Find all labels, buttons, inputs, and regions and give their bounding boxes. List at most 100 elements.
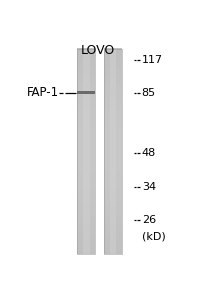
Bar <box>104 141 122 144</box>
Bar <box>104 74 122 77</box>
Bar <box>104 89 122 92</box>
Bar <box>104 182 122 185</box>
Bar <box>77 107 95 110</box>
Bar <box>77 154 95 157</box>
Bar <box>77 202 95 206</box>
Bar <box>77 102 95 105</box>
Bar <box>77 244 95 247</box>
Bar <box>77 205 95 208</box>
Bar <box>77 246 95 249</box>
Bar <box>77 66 95 69</box>
Bar <box>77 138 95 141</box>
Bar <box>77 156 95 159</box>
Bar <box>104 92 122 95</box>
Bar <box>77 105 95 108</box>
Bar <box>104 190 122 193</box>
Bar <box>77 184 95 188</box>
Text: 85: 85 <box>142 88 156 98</box>
Bar <box>77 94 95 98</box>
Bar <box>104 71 122 74</box>
Bar <box>77 123 95 126</box>
Bar <box>77 61 95 64</box>
Bar <box>77 161 95 164</box>
Bar <box>77 177 95 180</box>
Bar <box>104 105 122 108</box>
Bar <box>104 133 122 136</box>
Bar <box>104 112 122 116</box>
Bar <box>104 205 122 208</box>
Bar <box>77 125 95 128</box>
Bar <box>104 251 122 254</box>
Bar <box>77 97 95 100</box>
Bar <box>77 118 95 121</box>
Bar <box>77 238 95 242</box>
Bar <box>77 146 95 149</box>
Bar <box>77 249 95 252</box>
Bar <box>77 120 95 123</box>
Bar <box>77 58 95 61</box>
Bar <box>77 89 95 92</box>
Bar <box>77 210 95 213</box>
Bar <box>77 48 95 51</box>
Bar <box>104 197 122 200</box>
Bar <box>104 172 122 175</box>
Bar <box>77 69 95 72</box>
Bar <box>77 84 95 87</box>
Bar <box>77 241 95 244</box>
Bar <box>104 51 122 54</box>
Bar <box>104 233 122 236</box>
Bar <box>77 195 95 198</box>
Bar <box>104 246 122 249</box>
Bar <box>77 233 95 236</box>
Bar <box>77 71 95 74</box>
Bar <box>104 179 122 182</box>
Bar <box>104 79 122 82</box>
Bar <box>77 151 95 154</box>
Bar <box>104 138 122 141</box>
Bar <box>104 84 122 87</box>
Bar <box>104 120 122 123</box>
Bar <box>104 76 122 80</box>
Bar <box>104 231 122 234</box>
Bar <box>104 136 122 139</box>
Bar <box>104 220 122 224</box>
Bar <box>77 49 95 254</box>
Bar <box>104 210 122 213</box>
Text: 26: 26 <box>142 214 156 225</box>
Text: 34: 34 <box>142 182 156 192</box>
Bar <box>104 102 122 105</box>
Bar <box>104 249 122 252</box>
Bar <box>104 167 122 170</box>
Bar <box>104 169 122 172</box>
Bar <box>104 187 122 190</box>
Bar <box>77 220 95 224</box>
Bar <box>77 136 95 139</box>
Text: FAP-1: FAP-1 <box>27 86 59 99</box>
Bar <box>77 79 95 82</box>
Bar <box>77 192 95 195</box>
Bar <box>104 146 122 149</box>
Bar <box>104 159 122 162</box>
Bar <box>104 226 122 229</box>
Text: 48: 48 <box>142 148 156 158</box>
Bar <box>104 143 122 146</box>
Bar <box>104 151 122 154</box>
Bar <box>104 238 122 242</box>
Bar <box>77 208 95 211</box>
Bar <box>104 110 122 113</box>
Bar <box>104 48 122 51</box>
Text: (kD): (kD) <box>142 232 165 242</box>
Bar <box>104 87 122 90</box>
Bar <box>77 213 95 216</box>
Bar <box>104 208 122 211</box>
Bar <box>77 167 95 170</box>
Bar <box>104 125 122 128</box>
Bar <box>77 187 95 190</box>
Bar <box>110 49 116 254</box>
Bar <box>77 159 95 162</box>
Bar <box>104 164 122 167</box>
Bar <box>104 200 122 203</box>
Bar <box>104 82 122 85</box>
Bar <box>77 164 95 167</box>
Text: 117: 117 <box>142 55 163 65</box>
